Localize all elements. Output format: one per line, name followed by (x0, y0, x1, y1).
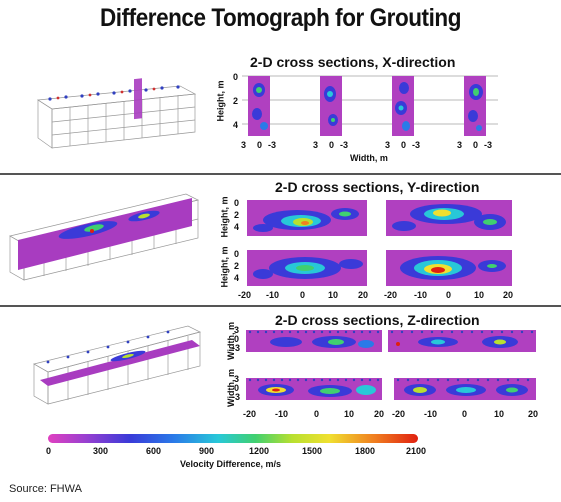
cbar-tick-1800: 1800 (355, 446, 376, 456)
z-xtick-l0: 0 (314, 409, 320, 419)
z-xtick-r0: 0 (462, 409, 468, 419)
y-ytick-b0: 0 (234, 249, 240, 259)
z-ytick-b-3: -3 (232, 392, 241, 402)
y-xtick-l-10: -10 (266, 290, 280, 300)
figure-title: Difference Tomograph for Grouting (100, 4, 461, 32)
cbar-tick-900: 900 (199, 446, 215, 456)
z-xtick-r-20: -20 (392, 409, 406, 419)
x-xtick-4c: -3 (484, 140, 493, 150)
y-xtick-l10: 10 (328, 290, 339, 300)
y-panel-top-left (247, 200, 367, 236)
x-xtick-1a: 3 (241, 140, 247, 150)
z-xtick-l-20: -20 (243, 409, 257, 419)
y-xtick-r-20: -20 (384, 290, 398, 300)
y-xtick-r20: 20 (503, 290, 514, 300)
y-xtick-r10: 10 (474, 290, 485, 300)
x-xtick-4b: 0 (473, 140, 479, 150)
cbar-tick-300: 300 (93, 446, 109, 456)
z-xtick-l-10: -10 (275, 409, 289, 419)
x-xlabel: Width, m (350, 153, 388, 163)
x-ytick-4: 4 (233, 120, 239, 130)
y-ylabel-bottom: Height, m (219, 246, 230, 288)
z-panel-top-left (246, 330, 382, 352)
y-xtick-l-20: -20 (238, 290, 252, 300)
z-ytick-t0: 0 (234, 334, 240, 344)
x-xtick-2c: -3 (340, 140, 349, 150)
z-ytick-b3: 3 (234, 374, 240, 384)
cbar-tick-600: 600 (146, 446, 162, 456)
cbar-tick-0: 0 (46, 446, 52, 456)
x-ytick-0: 0 (233, 72, 239, 82)
x-xtick-1b: 0 (257, 140, 263, 150)
x-panel-4 (464, 76, 486, 136)
y-xtick-r0: 0 (446, 290, 452, 300)
x-panel-1 (248, 76, 270, 136)
x-panel-2 (320, 76, 342, 136)
x-xtick-2a: 3 (313, 140, 319, 150)
y-ytick-t0: 0 (234, 198, 240, 208)
source-note: Source: FHWA (9, 483, 82, 495)
x-panel-3 (392, 76, 414, 136)
z-panel-bottom-right (394, 378, 536, 400)
x-xtick-1c: -3 (268, 140, 277, 150)
z-xtick-l20: 20 (374, 409, 385, 419)
z-ytick-t3: 3 (234, 325, 240, 335)
y-panel-bottom-left (247, 250, 367, 286)
y-xtick-l0: 0 (300, 290, 306, 300)
z-xtick-r10: 10 (494, 409, 505, 419)
z-xtick-l10: 10 (344, 409, 355, 419)
cbar-tick-1200: 1200 (249, 446, 270, 456)
x-model-3d (36, 78, 197, 149)
x-ylabel: Height, m (215, 80, 226, 122)
z-panel-bottom-left (246, 378, 382, 400)
x-xtick-2b: 0 (329, 140, 335, 150)
y-ytick-t2: 2 (234, 210, 240, 220)
z-xtick-r-10: -10 (424, 409, 438, 419)
y-ytick-b2: 2 (234, 261, 240, 271)
x-ytick-2: 2 (233, 96, 239, 106)
x-section-title: 2-D cross sections, X-direction (250, 54, 456, 70)
z-ytick-t-3: -3 (232, 343, 241, 353)
y-panel-top-right (386, 200, 512, 236)
z-xtick-r20: 20 (528, 409, 539, 419)
x-xtick-3c: -3 (412, 140, 421, 150)
y-ytick-b4: 4 (234, 273, 240, 283)
colorbar-label: Velocity Difference, m/s (180, 459, 282, 469)
x-reference-lines (242, 75, 498, 125)
divider-2 (0, 305, 561, 307)
y-model-3d (9, 193, 199, 281)
z-panel-top-right (388, 330, 536, 352)
x-xtick-4a: 3 (457, 140, 463, 150)
x-xtick-3b: 0 (401, 140, 407, 150)
z-ytick-b0: 0 (234, 383, 240, 393)
divider-1 (0, 173, 561, 175)
y-xtick-l20: 20 (358, 290, 369, 300)
y-panel-bottom-right (386, 250, 512, 286)
y-xtick-r-10: -10 (414, 290, 428, 300)
y-section-title: 2-D cross sections, Y-direction (275, 179, 480, 195)
y-ytick-t4: 4 (234, 222, 240, 232)
y-ylabel-top: Height, m (219, 196, 230, 238)
x-xtick-3a: 3 (385, 140, 391, 150)
z-section-title: 2-D cross sections, Z-direction (275, 312, 480, 328)
cbar-tick-2100: 2100 (406, 446, 427, 456)
cbar-tick-1500: 1500 (302, 446, 323, 456)
colorbar (48, 434, 418, 443)
z-model-3d (33, 325, 201, 405)
